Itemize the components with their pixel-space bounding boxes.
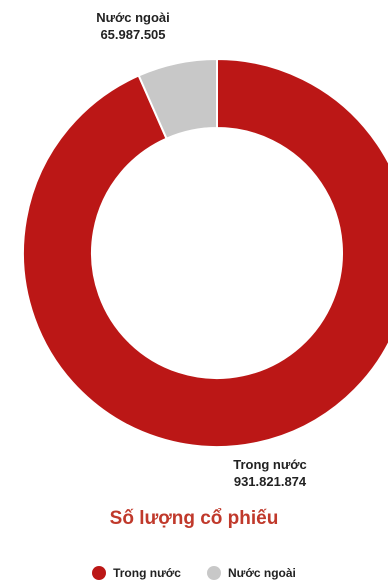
legend-item-foreign[interactable]: Nước ngoài: [206, 566, 296, 580]
legend: Trong nước Nước ngoài: [0, 566, 388, 580]
donut-slice-domestic[interactable]: [22, 57, 388, 448]
legend-label-domestic: Trong nước: [113, 566, 181, 580]
legend-swatch-domestic: [92, 566, 107, 580]
legend-item-domestic[interactable]: Trong nước: [92, 566, 181, 580]
slice-label-foreign: Nước ngoài 65.987.505: [90, 9, 176, 43]
slice-label-foreign-value: 65.987.505: [100, 27, 166, 42]
slice-label-foreign-name: Nước ngoài: [96, 10, 170, 25]
slice-label-domestic: Trong nước 931.821.874: [220, 456, 320, 490]
slice-label-domestic-name: Trong nước: [233, 457, 307, 472]
slice-label-domestic-value: 931.821.874: [233, 474, 307, 489]
legend-swatch-foreign: [206, 566, 221, 580]
donut-slice-foreign[interactable]: [137, 57, 218, 140]
chart-title: Số lượng cổ phiếu: [109, 508, 279, 529]
legend-label-foreign: Nước ngoài: [227, 566, 296, 580]
